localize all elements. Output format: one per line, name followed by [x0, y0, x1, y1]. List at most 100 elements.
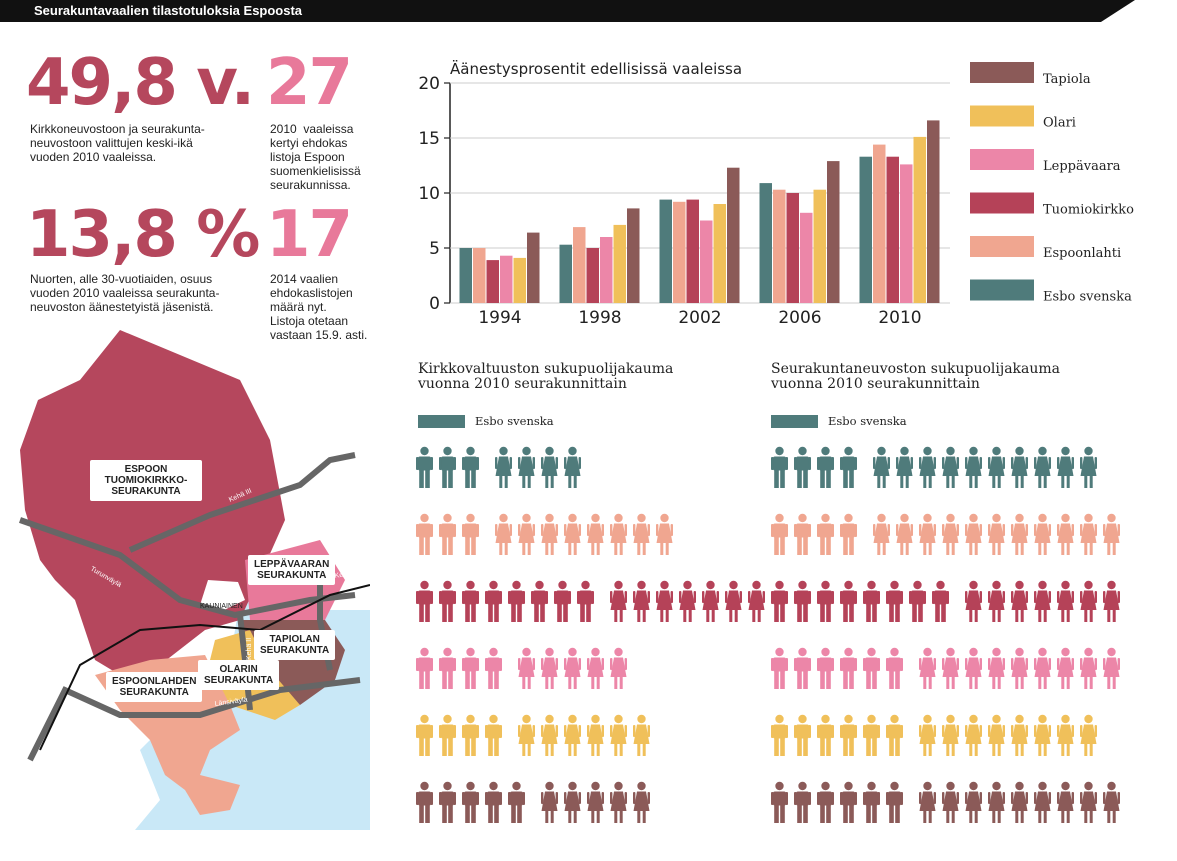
x-tick-label: 1994: [478, 308, 521, 328]
woman-icon: [1034, 580, 1051, 627]
kauniainen-area: [200, 580, 245, 612]
woman-icon: [633, 513, 650, 560]
man-icon: [462, 580, 479, 627]
road-label-lansivayla: Länsiväylä: [214, 696, 248, 708]
woman-icon: [919, 446, 936, 493]
man-icon: [794, 781, 811, 828]
woman-icon: [656, 513, 673, 560]
man-icon: [439, 714, 456, 761]
man-icon: [439, 446, 456, 493]
man-icon: [462, 781, 479, 828]
woman-icon: [633, 714, 650, 761]
bar-leppavaara-2002: [700, 220, 713, 303]
bar-espoonlahti-2010: [873, 144, 886, 303]
woman-icon: [1034, 513, 1051, 560]
woman-icon: [1103, 513, 1120, 560]
woman-icon: [1057, 781, 1074, 828]
woman-icon: [942, 446, 959, 493]
legend-label-tapiola: Tapiola: [1043, 72, 1091, 87]
woman-icon: [919, 513, 936, 560]
woman-icon: [518, 513, 535, 560]
woman-icon: [965, 580, 982, 627]
woman-icon: [541, 513, 558, 560]
man-icon: [485, 714, 502, 761]
map-label-olari: OLARIN SEURAKUNTA: [198, 660, 280, 690]
man-icon: [771, 781, 788, 828]
woman-icon: [942, 714, 959, 761]
man-icon: [817, 513, 834, 560]
man-icon: [508, 781, 525, 828]
man-icon: [439, 781, 456, 828]
woman-icon: [919, 714, 936, 761]
woman-icon: [633, 781, 650, 828]
legend-swatch-espoonlahti: [970, 236, 1034, 257]
woman-icon: [610, 781, 627, 828]
woman-icon: [564, 513, 581, 560]
stat-lists-2014-text: 2014 vaalien ehdokaslistojen määrä nyt. …: [270, 272, 368, 342]
y-tick-label: 10: [418, 184, 440, 204]
legend-swatch-olari: [970, 105, 1034, 127]
bar-tapiola-2002: [727, 167, 740, 303]
woman-icon: [1011, 513, 1028, 560]
stat-lists-2010-value: 27: [266, 46, 353, 120]
bar-tuomiokirkko-2006: [786, 193, 799, 303]
x-tick-label: 1998: [578, 308, 621, 328]
man-icon: [771, 446, 788, 493]
woman-icon: [1011, 781, 1028, 828]
man-icon: [932, 580, 949, 627]
stat-youth-share-text: Nuorten, alle 30-vuotiaiden, osuus vuode…: [30, 272, 220, 314]
man-icon: [416, 781, 433, 828]
woman-icon: [1011, 446, 1028, 493]
man-icon: [886, 647, 903, 694]
woman-icon: [965, 647, 982, 694]
road-lansivayla: [27, 677, 361, 762]
woman-icon: [1034, 781, 1051, 828]
man-icon: [817, 647, 834, 694]
woman-icon: [495, 513, 512, 560]
y-tick-label: 15: [418, 129, 440, 149]
man-icon: [840, 781, 857, 828]
woman-icon: [541, 446, 558, 493]
woman-icon: [965, 446, 982, 493]
board-gender-title: Seurakuntaneuvoston sukupuolijakauma vuo…: [771, 361, 1061, 392]
bar-esbo-svenska-2002: [659, 199, 672, 303]
map-label-leppavaara: LEPPÄVAARAN SEURAKUNTA: [248, 555, 336, 585]
council-gender-legend: Esbo svenska: [418, 414, 554, 428]
man-icon: [886, 781, 903, 828]
bar-leppavaara-2010: [900, 164, 913, 303]
woman-icon: [942, 647, 959, 694]
woman-icon: [610, 714, 627, 761]
stat-lists-2014-value: 17: [266, 198, 353, 272]
woman-icon: [988, 647, 1005, 694]
bar-leppavaara-2006: [800, 212, 813, 303]
woman-icon: [1103, 580, 1120, 627]
woman-icon: [518, 647, 535, 694]
man-icon: [886, 580, 903, 627]
man-icon: [794, 580, 811, 627]
woman-icon: [725, 580, 742, 627]
woman-icon: [587, 647, 604, 694]
turnout-bar-chart: Äänestysprosentit edellisissä vaaleissa …: [418, 59, 1134, 328]
bar-olari-2006: [813, 189, 826, 303]
x-tick-label: 2010: [878, 308, 921, 328]
man-icon: [485, 647, 502, 694]
woman-icon: [1080, 580, 1097, 627]
woman-icon: [610, 580, 627, 627]
bar-tapiola-2010: [927, 120, 940, 304]
stat-average-age-text: Kirkkoneuvostoon ja seurakunta- neuvosto…: [30, 122, 205, 164]
man-icon: [863, 580, 880, 627]
woman-icon: [1011, 580, 1028, 627]
man-icon: [771, 513, 788, 560]
bar-tuomiokirkko-2002: [686, 199, 699, 303]
bar-tapiola-2006: [827, 161, 840, 303]
man-icon: [439, 647, 456, 694]
woman-icon: [1034, 647, 1051, 694]
road-label-keha-i: Kehä I: [334, 570, 355, 580]
man-icon: [416, 714, 433, 761]
woman-icon: [1057, 647, 1074, 694]
woman-icon: [495, 446, 512, 493]
woman-icon: [1080, 781, 1097, 828]
man-icon: [462, 446, 479, 493]
woman-icon: [1103, 647, 1120, 694]
man-icon: [416, 446, 433, 493]
